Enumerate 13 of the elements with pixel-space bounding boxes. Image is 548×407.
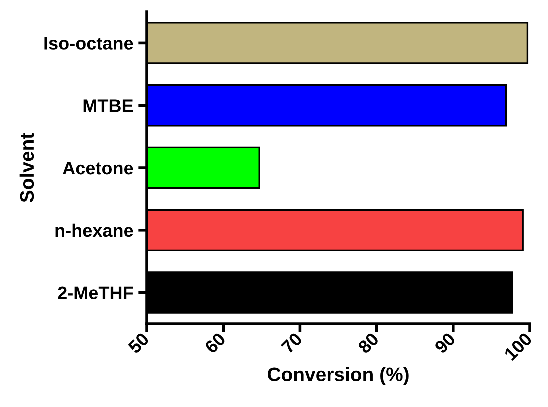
- x-tick-label: 100: [504, 332, 533, 362]
- y-tick-label: MTBE: [84, 100, 134, 112]
- x-tick-label: 50: [128, 332, 150, 354]
- y-tick-label: Iso-octane: [44, 37, 134, 50]
- x-tick-label: 70: [280, 332, 304, 354]
- x-tick-label: 90: [434, 332, 456, 354]
- y-axis-title: Solvent: [20, 133, 34, 203]
- y-tick-label: n-hexane: [56, 224, 134, 238]
- x-tick-label: 80: [357, 332, 380, 354]
- y-tick-label: 2-MeTHF: [58, 286, 134, 300]
- y-tick-label: Acetone: [63, 162, 134, 175]
- x-tick-label: 60: [204, 332, 227, 354]
- x-axis-title: Conversion (%): [268, 367, 409, 386]
